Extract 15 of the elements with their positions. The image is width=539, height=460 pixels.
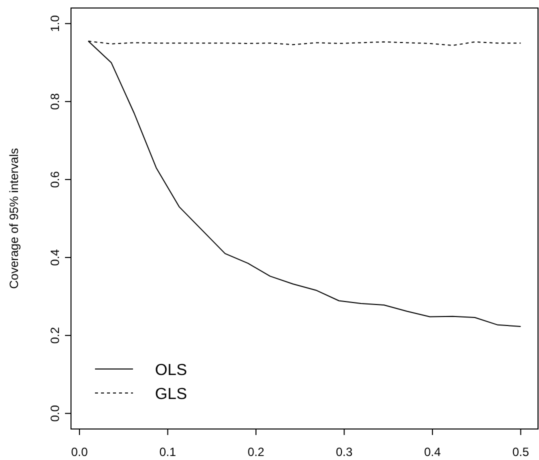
x-tick-label: 0.2	[248, 445, 265, 459]
legend-label: OLS	[155, 362, 188, 379]
x-tick-label: 0.0	[71, 445, 88, 459]
x-tick-label: 0.1	[159, 445, 176, 459]
y-tick-label: 0.4	[48, 248, 62, 266]
legend-label: GLS	[155, 386, 188, 403]
y-tick-label: 0.2	[48, 326, 62, 344]
y-axis-title: Coverage of 95% intervals	[7, 148, 21, 289]
y-tick-label: 0.8	[48, 92, 62, 110]
x-tick-label: 0.4	[424, 445, 442, 459]
y-tick-label: 0.0	[48, 404, 62, 422]
x-tick-label: 0.5	[512, 445, 530, 459]
y-tick-label: 0.6	[48, 170, 62, 188]
y-tick-label: 1.0	[48, 14, 62, 32]
x-tick-label: 0.3	[336, 445, 353, 459]
